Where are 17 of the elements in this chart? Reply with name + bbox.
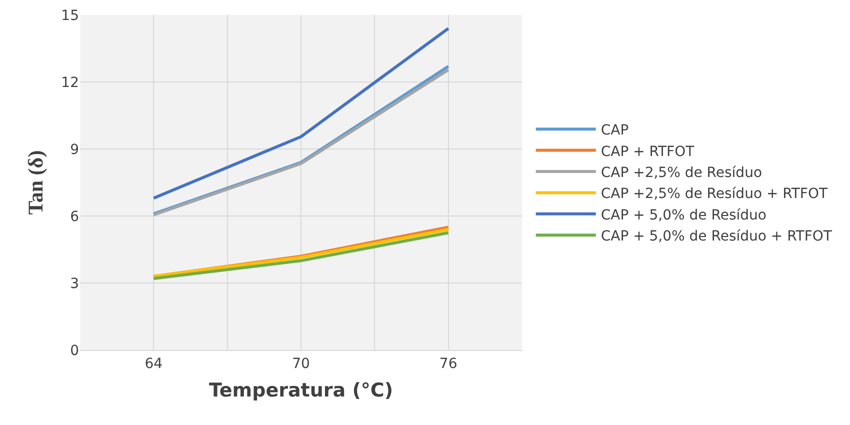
x-tick-label: 64 (144, 356, 163, 372)
y-tick-label: 3 (70, 276, 79, 292)
legend-label: CAP + 5,0% de Resíduo + RTFOT (600, 228, 832, 245)
y-tick-label: 9 (70, 142, 79, 158)
legend-label: CAP + 5,0% de Resíduo (600, 207, 766, 224)
legend-label: CAP (600, 122, 629, 139)
y-axis-title: Tan (δ) (23, 150, 48, 215)
y-tick-label: 6 (70, 208, 80, 225)
x-tick-label: 76 (439, 356, 458, 372)
legend-label: CAP +2,5% de Resíduo (600, 164, 762, 181)
x-axis-title: Temperatura (°C) (208, 380, 394, 402)
y-tick-label: 12 (61, 74, 79, 91)
legend-label: CAP + RTFOT (600, 144, 695, 160)
y-tick-label: 15 (61, 8, 79, 24)
x-tick-label: 70 (292, 356, 310, 372)
legend-label: CAP +2,5% de Resíduo + RTFOT (600, 186, 828, 202)
y-tick-label: 0 (70, 342, 79, 359)
